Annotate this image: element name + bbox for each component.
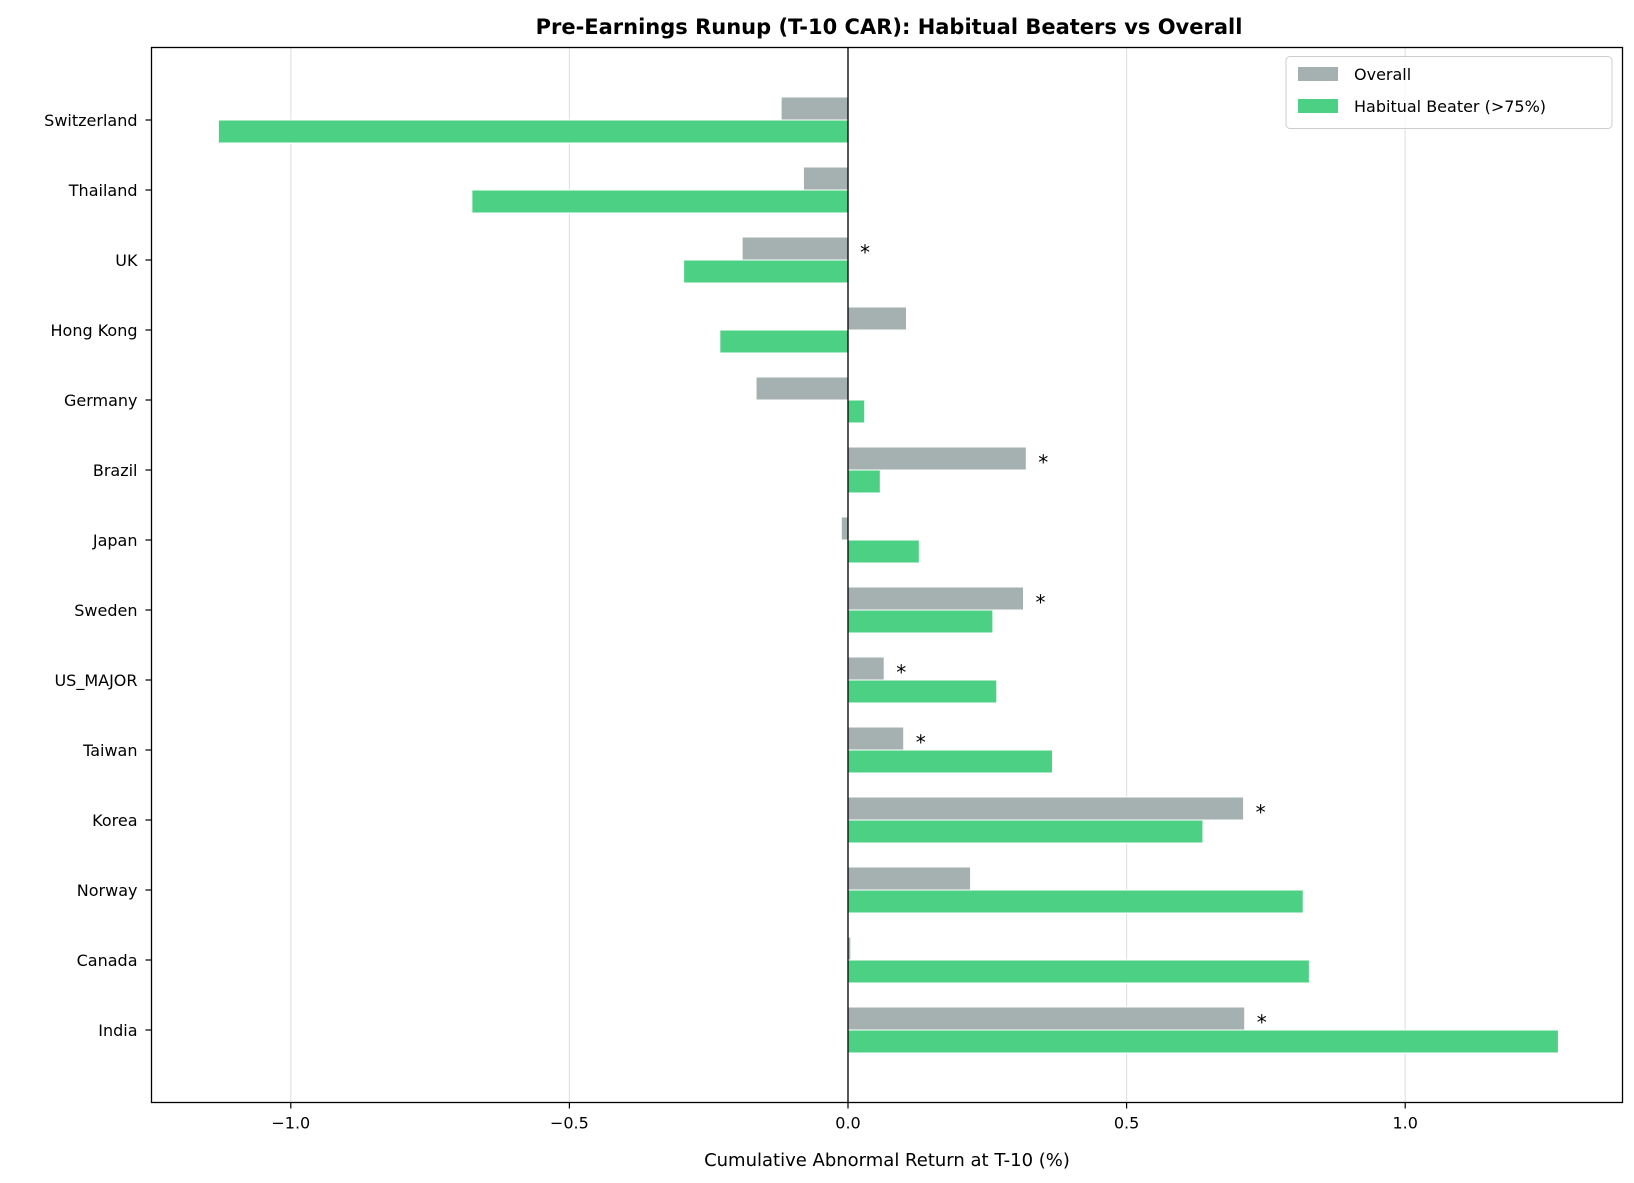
- y-tick-label: Brazil: [93, 461, 138, 480]
- bar-overall: [780, 96, 849, 121]
- bar-habitual-beater: [847, 819, 1204, 844]
- bar-habitual-beater: [847, 959, 1310, 984]
- bar-overall: [847, 866, 972, 891]
- significance-star: *: [1257, 1011, 1267, 1035]
- x-axis-ticks: −1.0 −0.5 0.0 0.5 1.0: [271, 1102, 1418, 1133]
- bar-overall: [847, 1006, 1246, 1031]
- bar-habitual-beater: [683, 259, 849, 284]
- legend: Overall Habitual Beater (>75%): [1285, 56, 1613, 129]
- x-tick-label: −0.5: [550, 1114, 589, 1133]
- x-tick-label: 0.0: [835, 1114, 860, 1133]
- significance-star: *: [1036, 591, 1046, 615]
- bar-habitual-beater: [719, 329, 849, 354]
- y-tick-label: India: [98, 1021, 137, 1040]
- bar-overall: [741, 236, 849, 261]
- y-tick-label: Taiwan: [82, 741, 137, 760]
- bar-habitual-beater: [847, 609, 994, 634]
- bar-overall: [847, 306, 908, 331]
- y-tick-label: Canada: [77, 951, 138, 970]
- bar-habitual-beater: [847, 539, 920, 564]
- bar-overall: [802, 166, 849, 191]
- y-tick-label: Germany: [64, 391, 138, 410]
- legend-swatch-habitual-beater: [1298, 99, 1338, 113]
- bar-habitual-beater: [847, 679, 998, 704]
- y-tick-label: Korea: [92, 811, 137, 830]
- y-tick-label: UK: [115, 251, 138, 270]
- bar-overall: [847, 726, 905, 751]
- y-tick-label: Switzerland: [44, 111, 137, 130]
- bars: [217, 96, 1559, 1054]
- bar-overall: [847, 796, 1245, 821]
- bar-habitual-beater: [847, 469, 881, 494]
- y-tick-label: Thailand: [68, 181, 138, 200]
- chart-title: Pre-Earnings Runup (T-10 CAR): Habitual …: [536, 15, 1243, 39]
- bar-habitual-beater: [847, 1029, 1559, 1054]
- bar-habitual-beater: [847, 399, 866, 424]
- bar-overall: [755, 376, 849, 401]
- x-tick-label: 0.5: [1114, 1114, 1139, 1133]
- bar-overall: [847, 586, 1025, 611]
- significance-star: *: [1038, 451, 1048, 475]
- y-tick-label: US_MAJOR: [54, 671, 137, 691]
- y-axis-ticks: Switzerland Thailand UK Hong Kong Germany Bra…: [44, 111, 152, 1040]
- bar-overall: [847, 656, 885, 681]
- y-tick-label: Hong Kong: [51, 321, 138, 340]
- legend-swatch-overall: [1298, 67, 1338, 81]
- bar-habitual-beater: [217, 119, 849, 144]
- bar-overall: [840, 516, 849, 541]
- x-axis-label: Cumulative Abnormal Return at T-10 (%): [704, 1150, 1070, 1171]
- legend-box: [1285, 56, 1613, 129]
- significance-star: *: [1256, 801, 1266, 825]
- plot-frame: [150, 46, 1624, 1104]
- significance-star: *: [896, 661, 906, 685]
- y-tick-label: Norway: [77, 881, 138, 900]
- bar-habitual-beater: [471, 189, 849, 214]
- bar-habitual-beater: [847, 749, 1053, 774]
- y-tick-label: Sweden: [74, 601, 137, 620]
- significance-star: *: [860, 241, 870, 265]
- legend-label-habitual-beater: Habitual Beater (>75%): [1354, 97, 1546, 116]
- significance-star: *: [916, 731, 926, 755]
- bar-overall: [847, 446, 1027, 471]
- legend-label-overall: Overall: [1354, 65, 1411, 84]
- x-tick-label: 1.0: [1392, 1114, 1417, 1133]
- bar-habitual-beater: [847, 889, 1304, 914]
- x-tick-label: −1.0: [271, 1114, 310, 1133]
- significance-markers: * * * * * * *: [860, 241, 1267, 1035]
- y-tick-label: Japan: [92, 531, 138, 550]
